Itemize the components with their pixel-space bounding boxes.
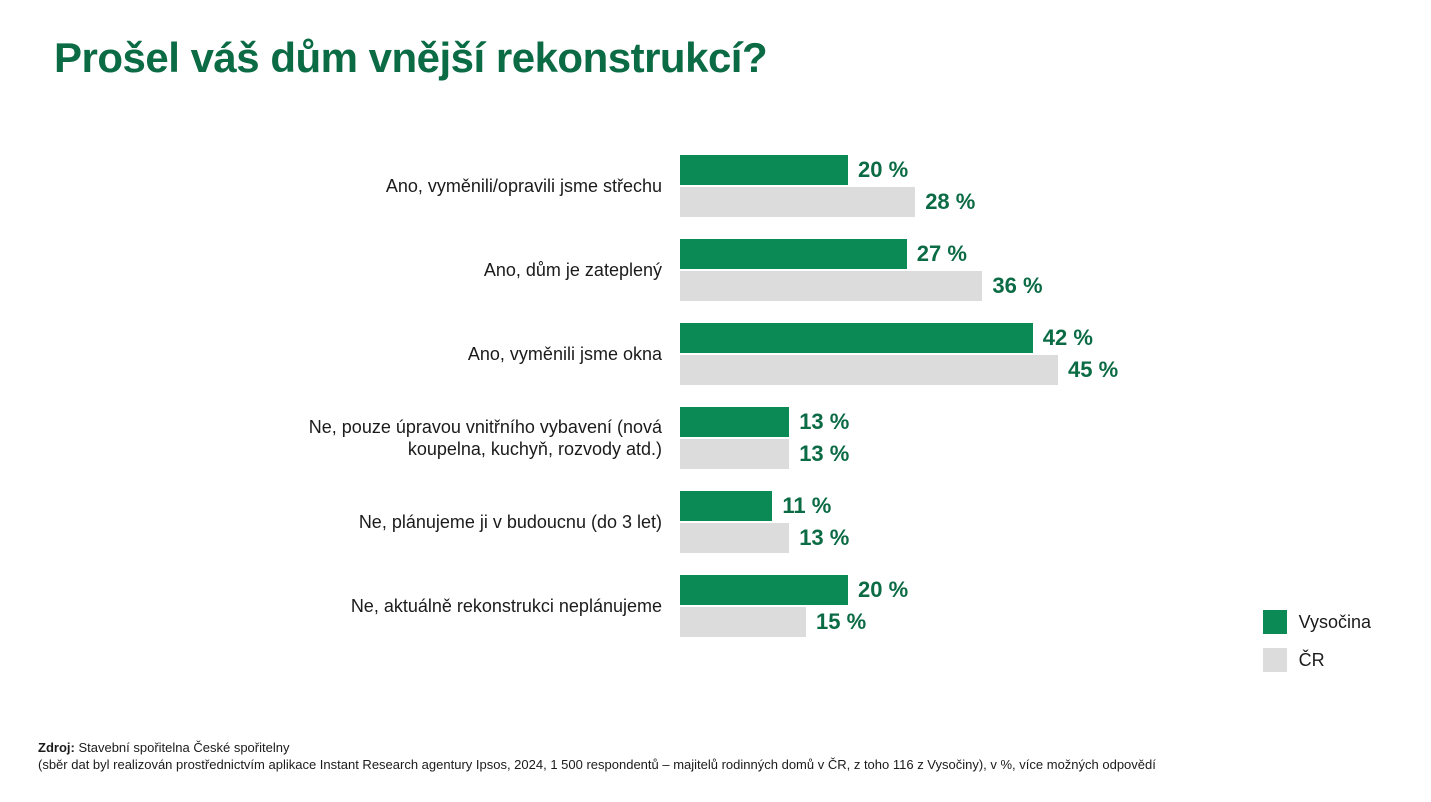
chart-row: Ne, pouze úpravou vnitřního vybavení (no… [260, 407, 1160, 469]
bar-line-cr: 13 % [680, 439, 849, 469]
bar-line-cr: 13 % [680, 523, 849, 553]
source-label: Zdroj: [38, 740, 75, 755]
bar-line-vysocina: 20 % [680, 575, 908, 605]
category-label: Ano, vyměnili jsme okna [260, 343, 680, 366]
legend-item-vysocina: Vysočina [1263, 610, 1371, 634]
legend-item-cr: ČR [1263, 648, 1371, 672]
category-label: Ano, dům je zateplený [260, 259, 680, 282]
category-label: Ne, pouze úpravou vnitřního vybavení (no… [260, 416, 680, 461]
category-label: Ne, aktuálně rekonstrukci neplánujeme [260, 595, 680, 618]
chart-title: Prošel váš dům vnější rekonstrukcí? [54, 34, 767, 82]
chart-row: Ano, vyměnili jsme okna 42 % 45 % [260, 323, 1160, 385]
bar-line-cr: 28 % [680, 187, 975, 217]
bar-cr [680, 607, 806, 637]
bar-value-cr: 13 % [799, 441, 849, 467]
bar-line-vysocina: 20 % [680, 155, 975, 185]
bar-cr [680, 187, 915, 217]
bar-cr [680, 439, 789, 469]
bar-value-vysocina: 11 % [782, 493, 831, 519]
bar-value-cr: 13 % [799, 525, 849, 551]
bar-cr [680, 355, 1058, 385]
bar-vysocina [680, 323, 1033, 353]
bar-value-cr: 45 % [1068, 357, 1118, 383]
chart-row: Ne, plánujeme ji v budoucnu (do 3 let)11… [260, 491, 1160, 553]
category-label: Ano, vyměnili/opravili jsme střechu [260, 175, 680, 198]
bar-cr [680, 523, 789, 553]
bar-line-vysocina: 42 % [680, 323, 1118, 353]
bar-vysocina [680, 491, 772, 521]
bar-value-vysocina: 13 % [799, 409, 849, 435]
legend: Vysočina ČR [1263, 596, 1371, 672]
source-name: Stavební spořitelna České spořitelny [78, 740, 289, 755]
legend-label-vysocina: Vysočina [1299, 612, 1371, 633]
bar-line-cr: 36 % [680, 271, 1043, 301]
bar-group: 13 % 13 % [680, 407, 849, 469]
slide: Prošel váš dům vnější rekonstrukcí? Ano,… [0, 0, 1431, 802]
chart-row: Ano, vyměnili/opravili jsme střechu20 %2… [260, 155, 1160, 217]
bar-value-vysocina: 20 % [858, 577, 908, 603]
bar-vysocina [680, 239, 907, 269]
bar-line-cr: 15 % [680, 607, 908, 637]
source-note: Zdroj: Stavební spořitelna České spořite… [38, 739, 1156, 774]
bar-group: 20 % 15 % [680, 575, 908, 637]
bar-cr [680, 271, 982, 301]
legend-swatch-cr [1263, 648, 1287, 672]
bar-group: 20 % 28 % [680, 155, 975, 217]
bar-group: 42 % 45 % [680, 323, 1118, 385]
bar-value-vysocina: 42 % [1043, 325, 1093, 351]
legend-swatch-vysocina [1263, 610, 1287, 634]
legend-label-cr: ČR [1299, 650, 1325, 671]
bar-value-cr: 36 % [992, 273, 1042, 299]
bar-vysocina [680, 575, 848, 605]
bar-line-vysocina: 27 % [680, 239, 1043, 269]
source-detail: (sběr dat byl realizován prostřednictvím… [38, 757, 1156, 772]
chart-row: Ano, dům je zateplený 27 % 36 % [260, 239, 1160, 301]
bar-vysocina [680, 155, 848, 185]
bar-vysocina [680, 407, 789, 437]
bar-value-cr: 15 % [816, 609, 866, 635]
bar-chart: Ano, vyměnili/opravili jsme střechu20 %2… [260, 155, 1160, 659]
chart-row: Ne, aktuálně rekonstrukci neplánujeme20 … [260, 575, 1160, 637]
bar-value-vysocina: 20 % [858, 157, 908, 183]
category-label: Ne, plánujeme ji v budoucnu (do 3 let) [260, 511, 680, 534]
bar-group: 27 % 36 % [680, 239, 1043, 301]
bar-group: 11 % 13 % [680, 491, 849, 553]
bar-value-vysocina: 27 % [917, 241, 967, 267]
bar-line-vysocina: 13 % [680, 407, 849, 437]
bar-line-cr: 45 % [680, 355, 1118, 385]
bar-line-vysocina: 11 % [680, 491, 849, 521]
bar-value-cr: 28 % [925, 189, 975, 215]
